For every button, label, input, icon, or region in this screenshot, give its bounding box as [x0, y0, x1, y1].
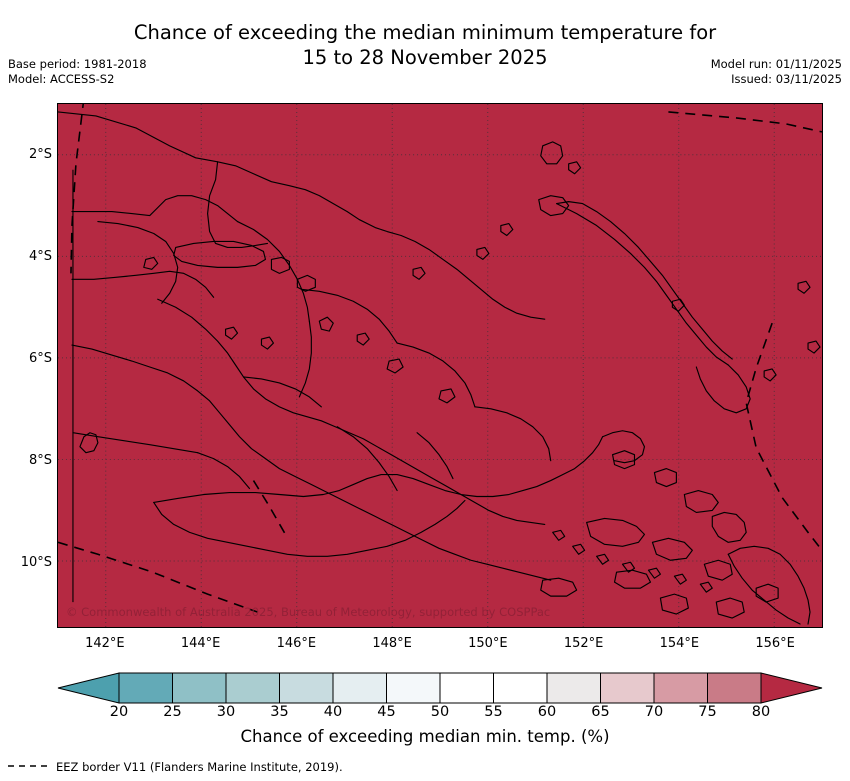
colorbar-tick-label: 40	[323, 704, 343, 720]
y-axis-tick-label: 10°S	[20, 554, 52, 570]
colorbar-band	[279, 672, 334, 704]
colorbar-tick-label: 75	[698, 704, 717, 720]
colorbar-tick-labels: 20 25 30 35 40 45 50 55 60 65 70 75 80	[57, 703, 823, 723]
colorbar-tick-label: 65	[591, 704, 610, 720]
colorbar-tick-label: 45	[377, 704, 396, 720]
colorbar-tick-label: 70	[644, 704, 664, 720]
colorbar-band	[172, 672, 227, 704]
coastline-paths	[58, 111, 821, 625]
colorbar-band	[386, 672, 441, 704]
colorbar-band	[493, 672, 548, 704]
colorbar-over-arrow	[760, 672, 823, 704]
x-axis-tick-label: 142°E	[85, 636, 125, 651]
colorbar-tick-label: 20	[109, 704, 129, 720]
colorbar-band	[439, 672, 494, 704]
title-line-2: 15 to 28 November 2025	[302, 46, 548, 69]
metadata-left: Base period: 1981-2018 Model: ACCESS-S2	[8, 57, 147, 87]
map-attribution: © Commonwealth of Australia 2025, Bureau…	[66, 605, 551, 619]
colorbar-tick-label: 60	[537, 704, 557, 720]
colorbar-swatches	[57, 672, 823, 704]
colorbar-band	[546, 672, 601, 704]
x-axis-labels: 142°E 144°E 146°E 148°E 150°E 152°E 154°E 156°E	[57, 637, 823, 655]
colorbar-band	[653, 672, 708, 704]
colorbar-axis-title: Chance of exceeding median min. temp. (%…	[240, 727, 610, 746]
footer-legend: EEZ border V11 (Flanders Marine Institut…	[6, 760, 343, 775]
y-axis-labels: 2°S 4°S 6°S 8°S 10°S	[0, 103, 52, 628]
y-axis-tick-label: 8°S	[28, 452, 52, 468]
map-canvas	[58, 104, 822, 627]
y-axis-tick-label: 4°S	[28, 248, 52, 264]
x-axis-tick-label: 152°E	[563, 636, 604, 651]
colorbar: 20 25 30 35 40 45 50 55 60 65 70 75 80	[57, 672, 823, 720]
eez-dash-sample-icon	[6, 760, 50, 775]
eez-border-lines	[58, 104, 822, 613]
eez-legend-label: EEZ border V11 (Flanders Marine Institut…	[56, 760, 343, 774]
x-axis-tick-label: 146°E	[276, 636, 317, 651]
colorbar-tick-label: 55	[484, 704, 503, 720]
colorbar-band	[332, 672, 387, 704]
x-axis-tick-label: 154°E	[659, 636, 700, 651]
colorbar-under-arrow	[57, 672, 120, 704]
issued-text: Issued: 03/11/2025	[731, 72, 842, 86]
x-axis-tick-label: 156°E	[755, 636, 795, 651]
model-run-text: Model run: 01/11/2025	[710, 57, 842, 71]
x-axis-tick-label: 144°E	[180, 636, 221, 651]
colorbar-band	[707, 672, 762, 704]
y-axis-tick-label: 6°S	[28, 350, 52, 366]
colorbar-tick-label: 25	[163, 704, 182, 720]
x-axis-tick-label: 148°E	[372, 636, 412, 651]
colorbar-band	[600, 672, 655, 704]
colorbar-band	[225, 672, 280, 704]
base-period-text: Base period: 1981-2018	[8, 57, 147, 71]
colorbar-tick-label: 35	[270, 704, 289, 720]
y-axis-tick-label: 2°S	[28, 146, 52, 162]
colorbar-tick-label: 80	[751, 704, 771, 720]
model-text: Model: ACCESS-S2	[8, 72, 115, 86]
metadata-right: Model run: 01/11/2025 Issued: 03/11/2025	[711, 57, 842, 87]
page-title: Chance of exceeding the median minimum t…	[0, 20, 850, 70]
colorbar-tick-label: 30	[216, 704, 236, 720]
colorbar-tick-label: 50	[430, 704, 450, 720]
colorbar-band	[118, 672, 173, 704]
x-axis-tick-label: 150°E	[468, 636, 508, 651]
title-line-1: Chance of exceeding the median minimum t…	[133, 21, 717, 44]
map-plot-area: © Commonwealth of Australia 2025, Bureau…	[57, 103, 823, 628]
